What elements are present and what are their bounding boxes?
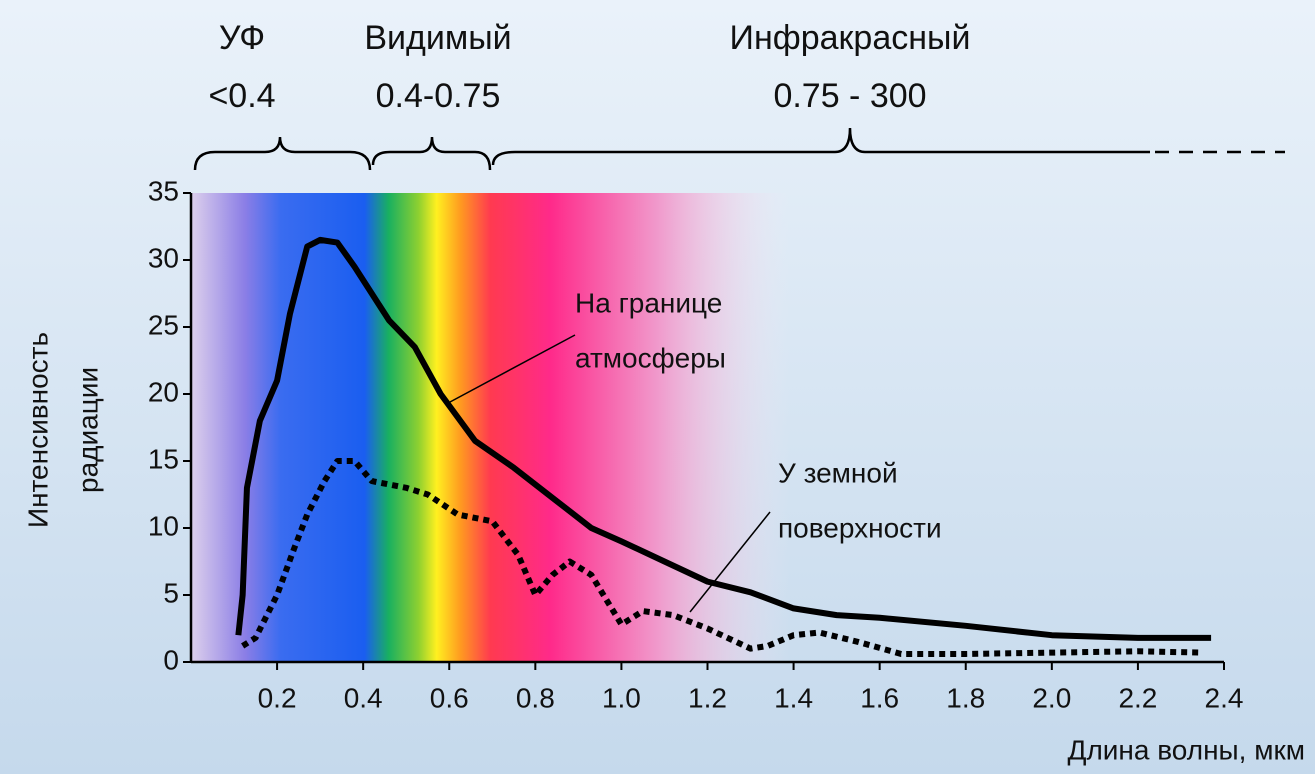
y-tick-label: 20 (148, 376, 179, 407)
x-tick-label: 1.6 (860, 682, 899, 713)
x-tick-label: 0.2 (258, 682, 297, 713)
x-tick-label: 1.2 (688, 682, 727, 713)
y-label-line: радиации (72, 367, 103, 493)
y-label-line: Интенсивность (22, 332, 53, 528)
band-name: УФ (219, 19, 265, 57)
band-range: 0.4-0.75 (376, 77, 501, 115)
x-tick-label: 2.4 (1205, 682, 1244, 713)
y-tick-label: 5 (163, 577, 179, 608)
y-tick-label: 0 (163, 644, 179, 675)
y-tick-label: 10 (148, 510, 179, 541)
y-tick-label: 15 (148, 443, 179, 474)
x-label: Длина волны, мкм (1067, 734, 1305, 765)
x-tick-label: 2.2 (1118, 682, 1157, 713)
x-tick-label: 0.6 (430, 682, 469, 713)
y-tick-label: 35 (148, 175, 179, 206)
series-label: На границе (575, 287, 722, 318)
band-range: 0.75 - 300 (773, 77, 926, 115)
series-label: поверхности (778, 512, 942, 543)
series-label: атмосферы (575, 342, 726, 373)
band-name: Видимый (364, 19, 511, 57)
x-tick-label: 0.4 (344, 682, 383, 713)
band-name: Инфракрасный (730, 19, 971, 57)
x-tick-label: 1.4 (774, 682, 813, 713)
x-tick-label: 1.0 (602, 682, 641, 713)
series-label: У земной (778, 457, 898, 488)
chart: УФ <0.4 Видимый 0.4-0.75 Инфракрасный 0.… (0, 0, 1315, 774)
y-tick-label: 30 (148, 242, 179, 273)
band-range: <0.4 (208, 77, 275, 115)
x-tick-label: 2.0 (1032, 682, 1071, 713)
x-tick-label: 0.8 (516, 682, 555, 713)
y-tick-label: 25 (148, 309, 179, 340)
x-tick-label: 1.8 (946, 682, 985, 713)
